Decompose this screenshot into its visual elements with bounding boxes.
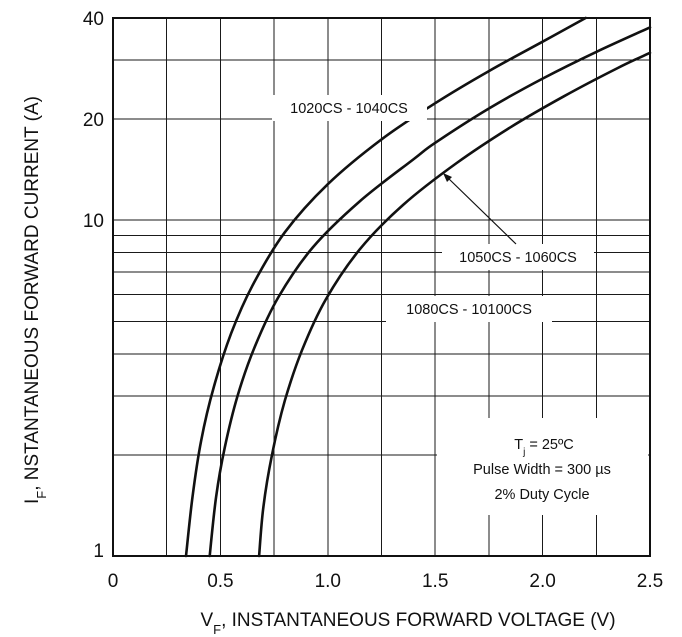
y-tick-label: 10 (83, 211, 104, 232)
conditions-pulse-width: Pulse Width = 300 µs (473, 462, 611, 478)
conditions-box: Tj = 25ºC Pulse Width = 300 µs 2% Duty C… (437, 418, 648, 515)
y-tick-label: 1 (93, 541, 104, 562)
series-curve-2 (208, 26, 652, 558)
y-tick-label: 20 (83, 110, 104, 131)
tick-labels: 0 0.5 1.0 1.5 2.0 2.5 1 10 20 40 (83, 9, 663, 592)
x-tick-label: 1.0 (315, 571, 341, 592)
series-label-leader-arrowhead (443, 173, 452, 182)
y-axis-title: IF, NSTANTANEOUS FORWARD CURRENT (A) (22, 96, 49, 504)
series-label-1080cs-10100cs: 1080CS - 10100CS (406, 302, 532, 318)
conditions-box-bg (437, 418, 648, 515)
series-curve-1 (184, 16, 587, 558)
conditions-duty-cycle: 2% Duty Cycle (494, 487, 589, 503)
x-axis-title: VF, INSTANTANEOUS FORWARD VOLTAGE (V) (200, 610, 615, 637)
curves (184, 16, 652, 558)
series-label-bg-3 (386, 296, 552, 322)
conditions-temperature: Tj = 25ºC (514, 437, 574, 458)
series-labels: 1020CS - 1040CS 1050CS - 1060CS 1080CS -… (272, 95, 594, 322)
x-tick-label: 1.5 (422, 571, 448, 592)
series-label-bg-1 (272, 95, 427, 121)
series-label-leader (447, 177, 517, 245)
series-label-bg-2 (442, 244, 594, 270)
y-tick-label: 40 (83, 9, 104, 30)
x-tick-label: 0.5 (207, 571, 233, 592)
grid (113, 18, 650, 556)
plot-frame (112, 17, 651, 557)
x-tick-label: 2.5 (637, 571, 663, 592)
series-label-1020cs-1040cs: 1020CS - 1040CS (290, 101, 408, 117)
x-tick-label: 0 (108, 571, 119, 592)
x-tick-label: 2.0 (529, 571, 555, 592)
series-curve-3 (257, 51, 652, 558)
series-label-1050cs-1060cs: 1050CS - 1060CS (459, 250, 577, 266)
